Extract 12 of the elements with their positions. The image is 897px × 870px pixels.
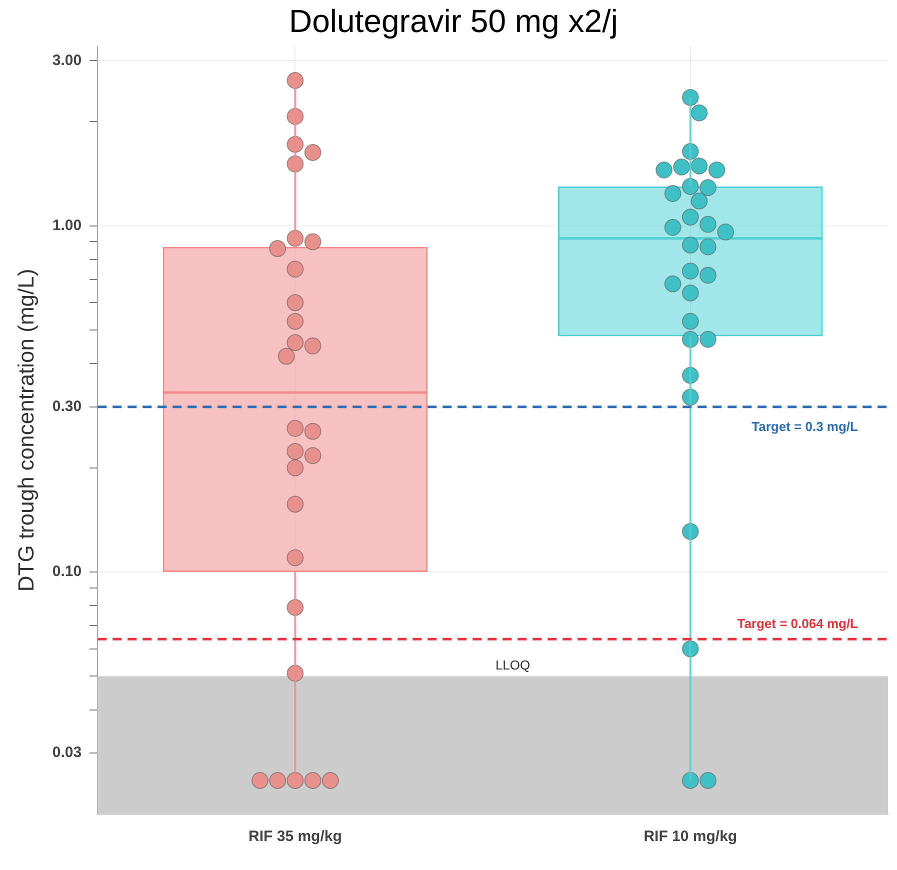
chart-title: Dolutegravir 50 mg x2/j [288, 3, 618, 40]
y-tick-label: 0.30 [52, 398, 82, 416]
ref-line-label: Target = 0.064 mg/L [737, 616, 858, 632]
x-tick-label: RIF 10 mg/kg [644, 828, 738, 846]
y-tick-label: 3.00 [52, 52, 82, 69]
band-label: LLOQ [495, 657, 530, 672]
y-tick-label: 1.00 [52, 217, 82, 234]
y-tick-label: 0.03 [52, 744, 82, 762]
x-tick-label: RIF 35 mg/kg [248, 828, 342, 846]
ref-line-label: Target = 0.3 mg/L [752, 418, 858, 434]
y-axis-title: DTG trough concentration (mg/L) [13, 268, 38, 592]
y-tick-label: 0.10 [52, 563, 82, 580]
